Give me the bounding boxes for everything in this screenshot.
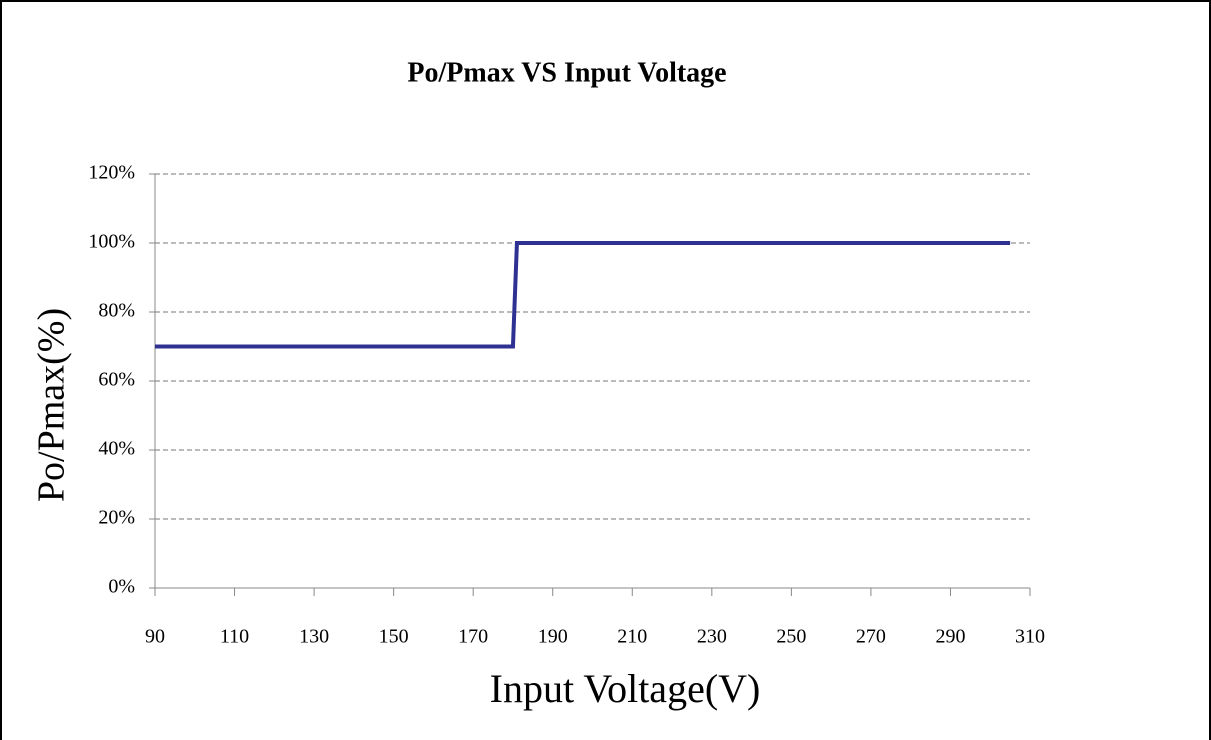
x-tick-label: 130 — [299, 626, 329, 648]
y-tick-label: 20% — [98, 507, 135, 529]
y-tick-label: 80% — [98, 300, 135, 322]
x-tick-label: 250 — [776, 626, 806, 648]
y-tick-label: 60% — [98, 369, 135, 391]
data-line — [155, 241, 1011, 349]
x-tick-label: 210 — [617, 626, 647, 648]
y-tick-label: 100% — [88, 231, 135, 253]
x-tick-label: 110 — [220, 626, 249, 648]
chart-title: Po/Pmax VS Input Voltage — [407, 57, 726, 88]
x-tick-label: 170 — [458, 626, 488, 648]
x-tick-label: 270 — [856, 626, 886, 648]
x-axis-label: Input Voltage(V) — [490, 666, 761, 711]
x-tick-label: 90 — [145, 626, 165, 648]
y-tick-label: 40% — [98, 438, 135, 460]
x-tick-label: 290 — [935, 626, 965, 648]
x-tick-label: 190 — [538, 626, 568, 648]
y-tick-label: 120% — [88, 162, 135, 184]
x-tick-label: 150 — [379, 626, 409, 648]
y-axis-label: Po/Pmax(%) — [31, 308, 73, 502]
x-tick-label: 230 — [697, 626, 727, 648]
y-tick-label: 0% — [108, 576, 135, 598]
x-tick-label: 310 — [1015, 626, 1045, 648]
